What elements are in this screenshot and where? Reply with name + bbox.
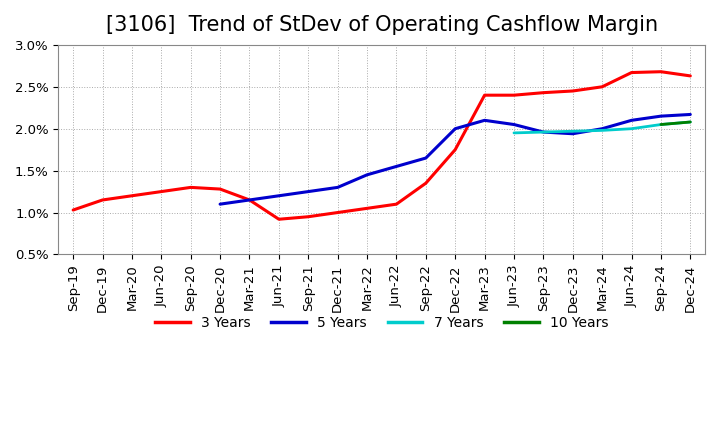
- Title: [3106]  Trend of StDev of Operating Cashflow Margin: [3106] Trend of StDev of Operating Cashf…: [106, 15, 658, 35]
- Legend: 3 Years, 5 Years, 7 Years, 10 Years: 3 Years, 5 Years, 7 Years, 10 Years: [150, 310, 614, 336]
